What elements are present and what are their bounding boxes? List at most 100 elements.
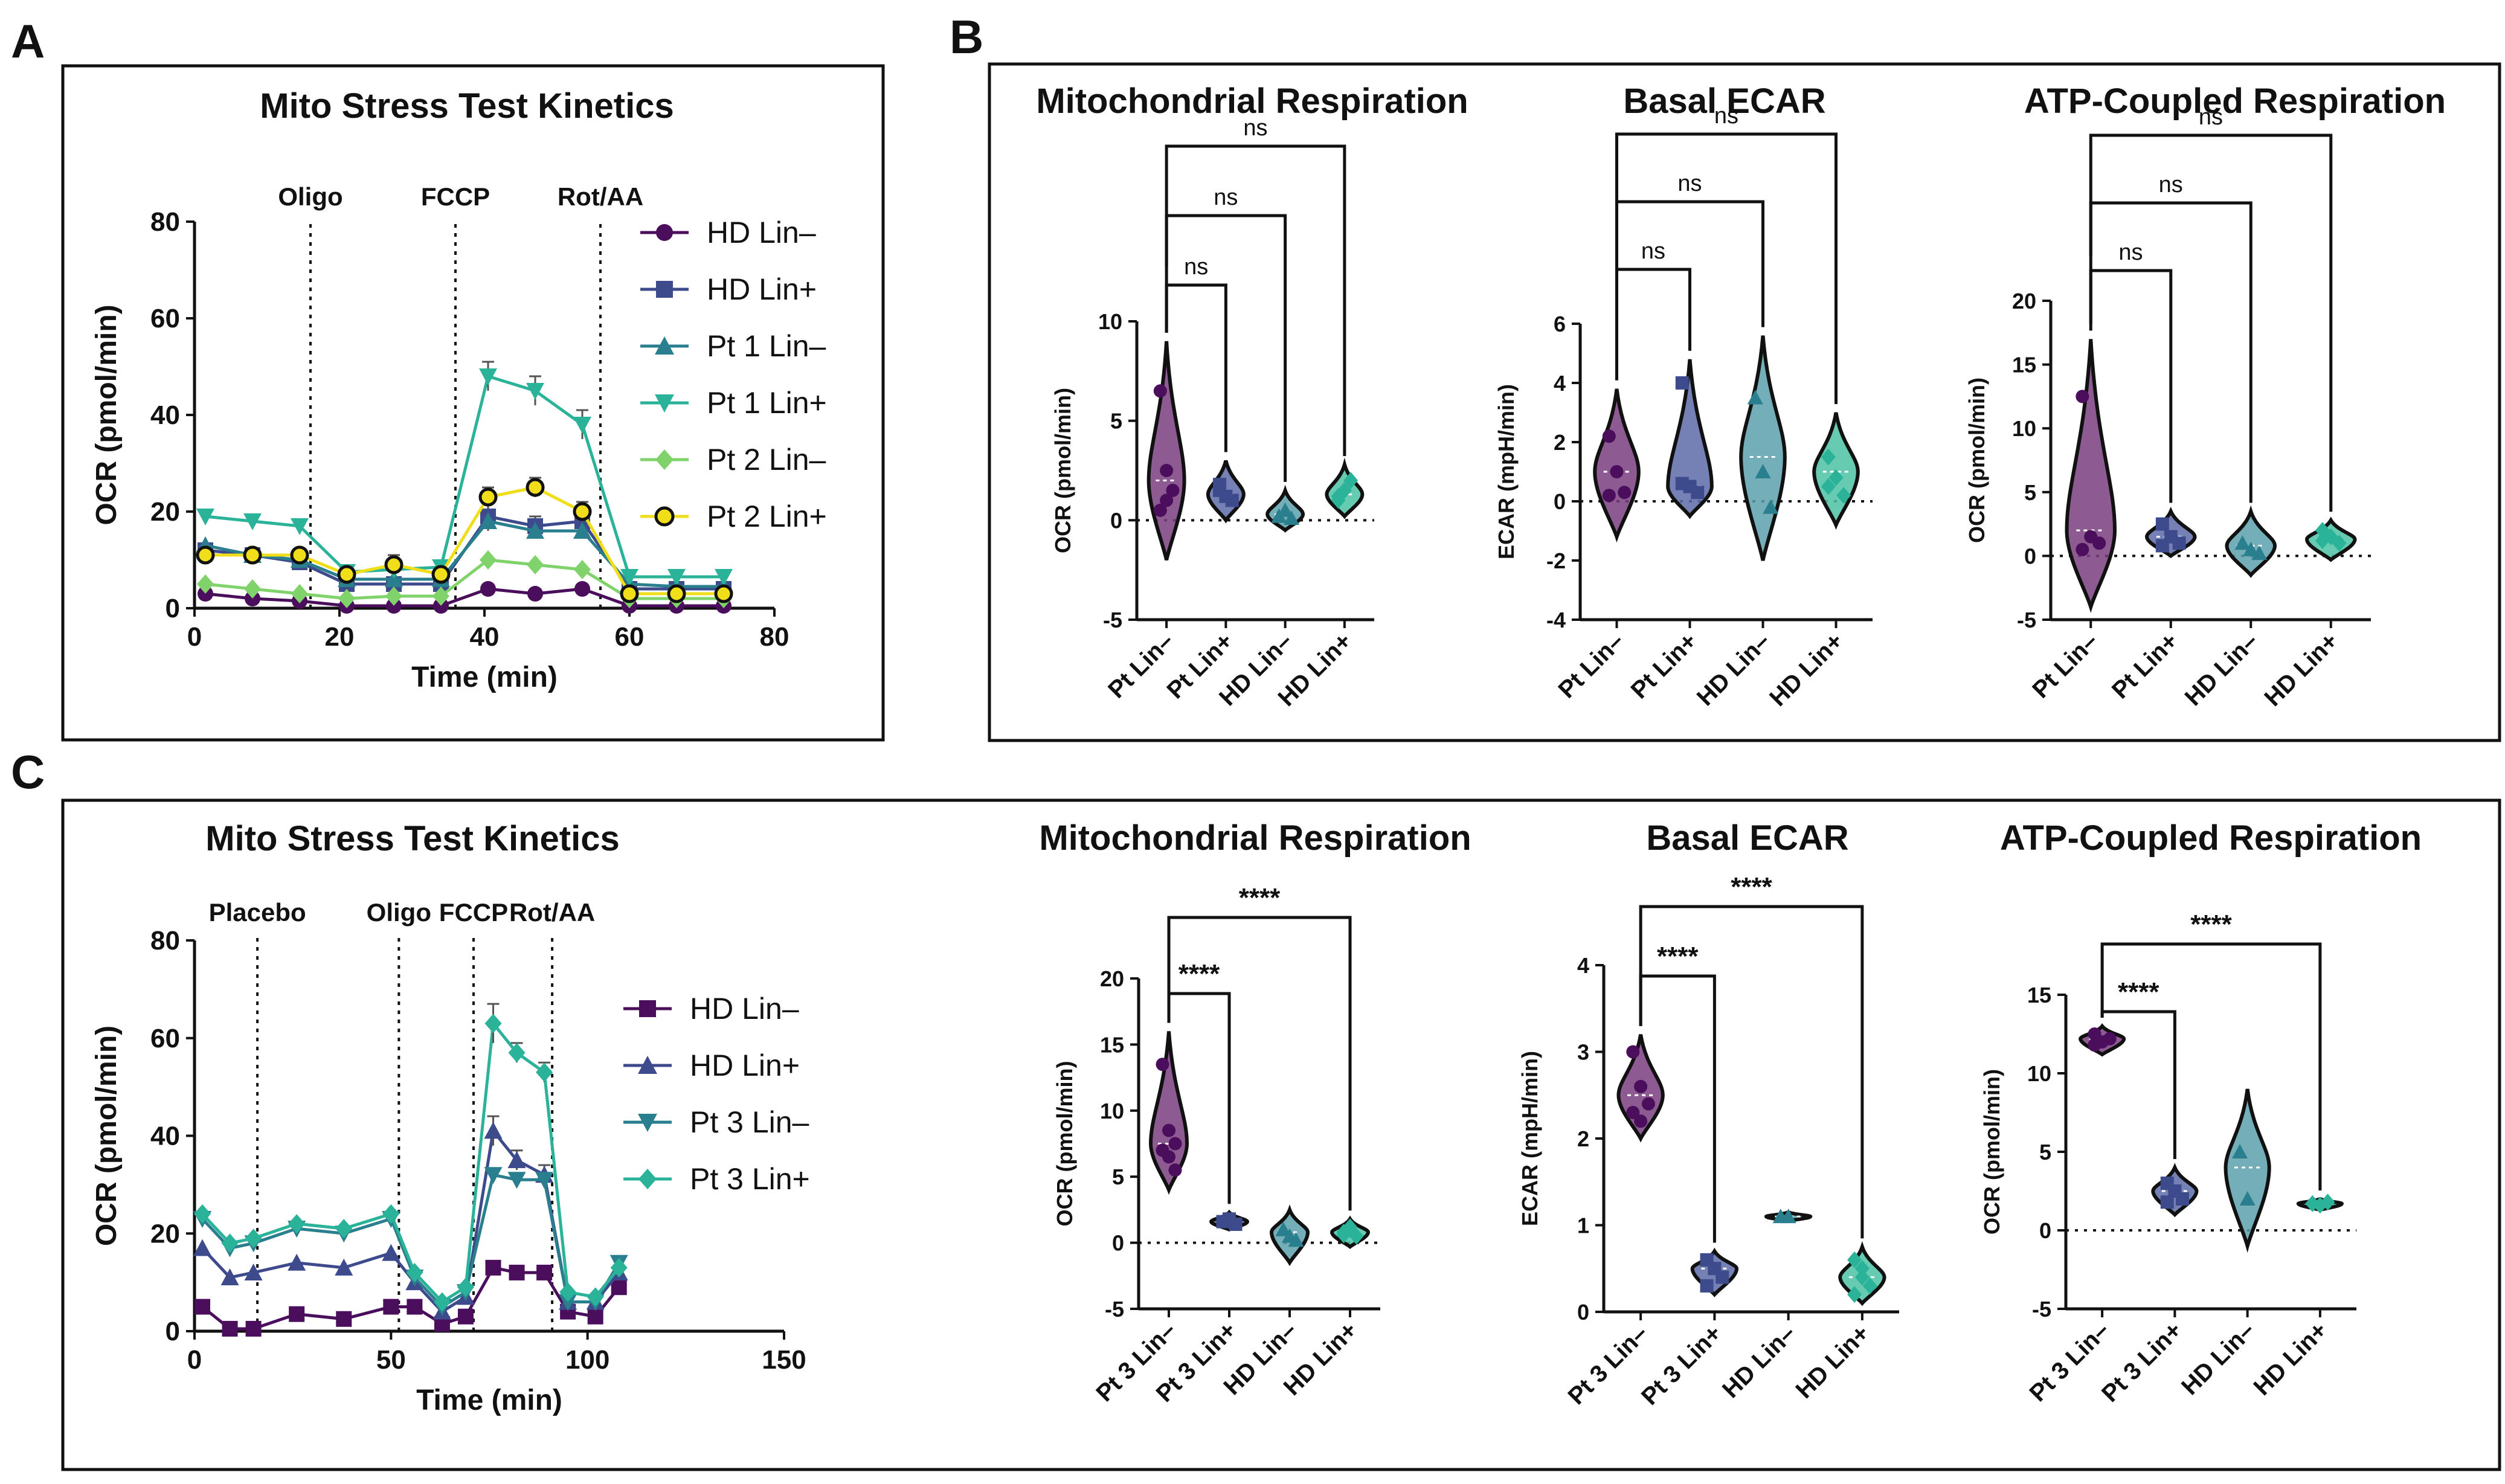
y-tick-label: 0 [1112, 1231, 1124, 1256]
violin-body [2065, 339, 2117, 613]
panel-label-a: A [11, 14, 45, 68]
y-tick-label: 5 [1112, 1164, 1124, 1189]
data-point [1847, 1286, 1862, 1303]
legend-label: HD Lin– [690, 992, 799, 1026]
violin-body [1146, 341, 1186, 561]
injection-label: Rot/AA [509, 898, 595, 927]
data-point [197, 574, 214, 594]
data-point [1225, 493, 1239, 507]
chart-title: Basal ECAR [1646, 818, 1848, 858]
data-point [1162, 1150, 1175, 1164]
data-point [1700, 1279, 1714, 1293]
data-point [2172, 536, 2186, 550]
data-point [485, 1259, 501, 1276]
x-tick-label: Pt Lin+ [1626, 628, 1702, 704]
data-point [1168, 1163, 1182, 1177]
data-point [245, 1320, 262, 1337]
data-point [2076, 390, 2089, 403]
x-tick-label: HD Lin+ [1764, 628, 1848, 711]
panel-label-c: C [11, 745, 45, 798]
data-point [1229, 1217, 1243, 1231]
data-point [1862, 1277, 1877, 1294]
x-tick-label: Pt Lin– [1103, 628, 1179, 703]
significance-label: ns [1714, 103, 1738, 129]
data-point [1626, 1045, 1640, 1059]
data-point [508, 1043, 526, 1063]
data-point [1331, 487, 1346, 505]
x-tick-label: 20 [325, 622, 355, 652]
injection-label: Rot/AA [558, 182, 643, 211]
y-axis-label: OCR (pmol/min) [1979, 1069, 2004, 1235]
legend-marker [638, 1114, 657, 1132]
data-point [2092, 536, 2106, 550]
significance-bracket [1615, 132, 1838, 404]
significance-label: ns [2118, 240, 2143, 265]
data-point [289, 1306, 305, 1322]
data-point [1166, 483, 1180, 497]
injection-label: FCCP [439, 898, 508, 927]
chart-c-atp-coupled: ATP-Coupled Respiration -5 0 5 10 15 OCR (pmol… [1979, 818, 2422, 1407]
data-point [507, 1151, 526, 1168]
data-point [382, 1244, 400, 1261]
significance-bracket [2089, 133, 2333, 512]
data-point [480, 550, 497, 570]
data-point [479, 512, 497, 529]
data-point [2176, 1192, 2190, 1206]
data-point [1277, 502, 1293, 517]
chart-title: ATP-Coupled Respiration [2000, 818, 2422, 858]
legend-marker [638, 1056, 657, 1074]
x-tick-label: HD Lin– [2180, 628, 2263, 711]
significance-bracket [1167, 916, 1352, 1211]
data-point [2332, 535, 2347, 552]
y-axis-label: OCR (pmol/min) [1050, 388, 1075, 553]
data-point [573, 417, 591, 434]
x-tick-label: 50 [376, 1345, 406, 1375]
y-tick-label: 20 [150, 1219, 180, 1248]
chart-title: Mitochondrial Respiration [1036, 82, 1468, 121]
data-point [1602, 489, 1616, 503]
chart-title: ATP-Coupled Respiration [2024, 82, 2446, 121]
data-point [2160, 1195, 2174, 1209]
significance-label: **** [1731, 872, 1772, 902]
violin-body [1148, 1031, 1189, 1195]
legend-label: Pt 3 Lin+ [690, 1162, 810, 1196]
data-point [526, 522, 544, 539]
violin-body [2224, 1088, 2271, 1253]
data-point [335, 1258, 353, 1276]
y-tick-label: 10 [1100, 1099, 1124, 1123]
x-tick-label: HD Lin+ [1790, 1320, 1874, 1404]
significance-bracket [1165, 214, 1287, 482]
y-tick-label: 0 [1110, 508, 1122, 533]
data-point [574, 560, 591, 579]
data-point [336, 1311, 352, 1327]
data-point [1213, 483, 1227, 497]
x-tick-label: 100 [565, 1345, 609, 1375]
y-tick-label: 0 [1577, 1300, 1589, 1325]
y-tick-label: 10 [2027, 1061, 2051, 1086]
y-axis-label: OCR (pmol/min) [1964, 377, 1989, 543]
y-tick-label: 0 [1554, 489, 1566, 514]
data-point [2155, 539, 2169, 553]
data-point [1634, 1079, 1648, 1093]
y-tick-label: 5 [2039, 1140, 2051, 1164]
legend-label: Pt 1 Lin+ [707, 386, 827, 420]
x-tick-label: 0 [187, 1345, 202, 1375]
legend-marker [655, 449, 674, 470]
data-point [382, 1204, 400, 1224]
data-point [1675, 376, 1689, 390]
data-point [2231, 1144, 2248, 1158]
significance-label: **** [2118, 977, 2159, 1007]
data-point [1160, 464, 1174, 477]
chart-c-mito-kinetics: Mito Stress Test Kinetics 0 50 100 150 0 20 40 6… [91, 819, 810, 1416]
legend-marker [654, 506, 675, 527]
significance-label: ns [1641, 239, 1665, 264]
data-point [527, 555, 544, 574]
data-point [1847, 1251, 1862, 1268]
y-tick-label: -4 [1546, 608, 1566, 632]
x-tick-label: 40 [470, 622, 500, 652]
data-point [243, 545, 262, 565]
data-point [244, 1263, 263, 1280]
x-tick-label: HD Lin+ [2248, 1317, 2332, 1401]
data-point [1716, 1270, 1729, 1284]
